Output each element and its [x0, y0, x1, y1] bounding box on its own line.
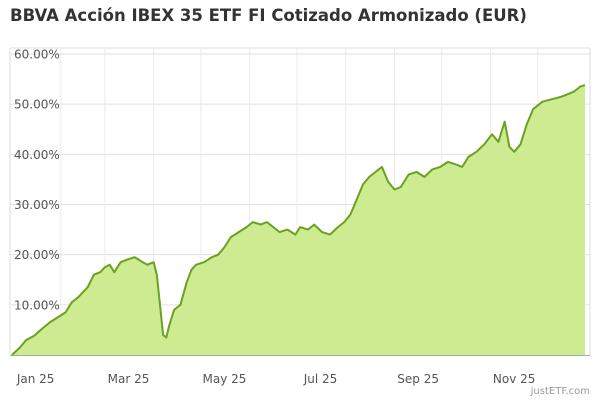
- y-tick-label: 30.00%: [14, 198, 60, 212]
- x-tick-label: Jan 25: [16, 372, 55, 386]
- series-area-fill: [12, 85, 585, 355]
- y-tick-label: 50.00%: [14, 98, 60, 112]
- source-credit: justETF.com: [530, 386, 590, 397]
- x-tick-label: Sep 25: [397, 372, 439, 386]
- x-tick-label: Jul 25: [303, 372, 338, 386]
- y-tick-label: 60.00%: [14, 48, 60, 62]
- x-axis: Jan 25 Mar 25 May 25 Jul 25 Sep 25 Nov 25: [16, 372, 536, 386]
- y-tick-label: 20.00%: [14, 248, 60, 262]
- y-tick-label: 40.00%: [14, 148, 60, 162]
- series-line: [11, 84, 586, 356]
- x-tick-label: Nov 25: [493, 372, 536, 386]
- y-tick-label: 10.00%: [14, 298, 60, 312]
- x-tick-label: May 25: [203, 372, 247, 386]
- chart-title: BBVA Acción IBEX 35 ETF FI Cotizado Armo…: [10, 6, 527, 25]
- y-axis: 10.00% 20.00% 30.00% 40.00% 50.00% 60.00%: [14, 48, 60, 313]
- x-tick-label: Mar 25: [108, 372, 150, 386]
